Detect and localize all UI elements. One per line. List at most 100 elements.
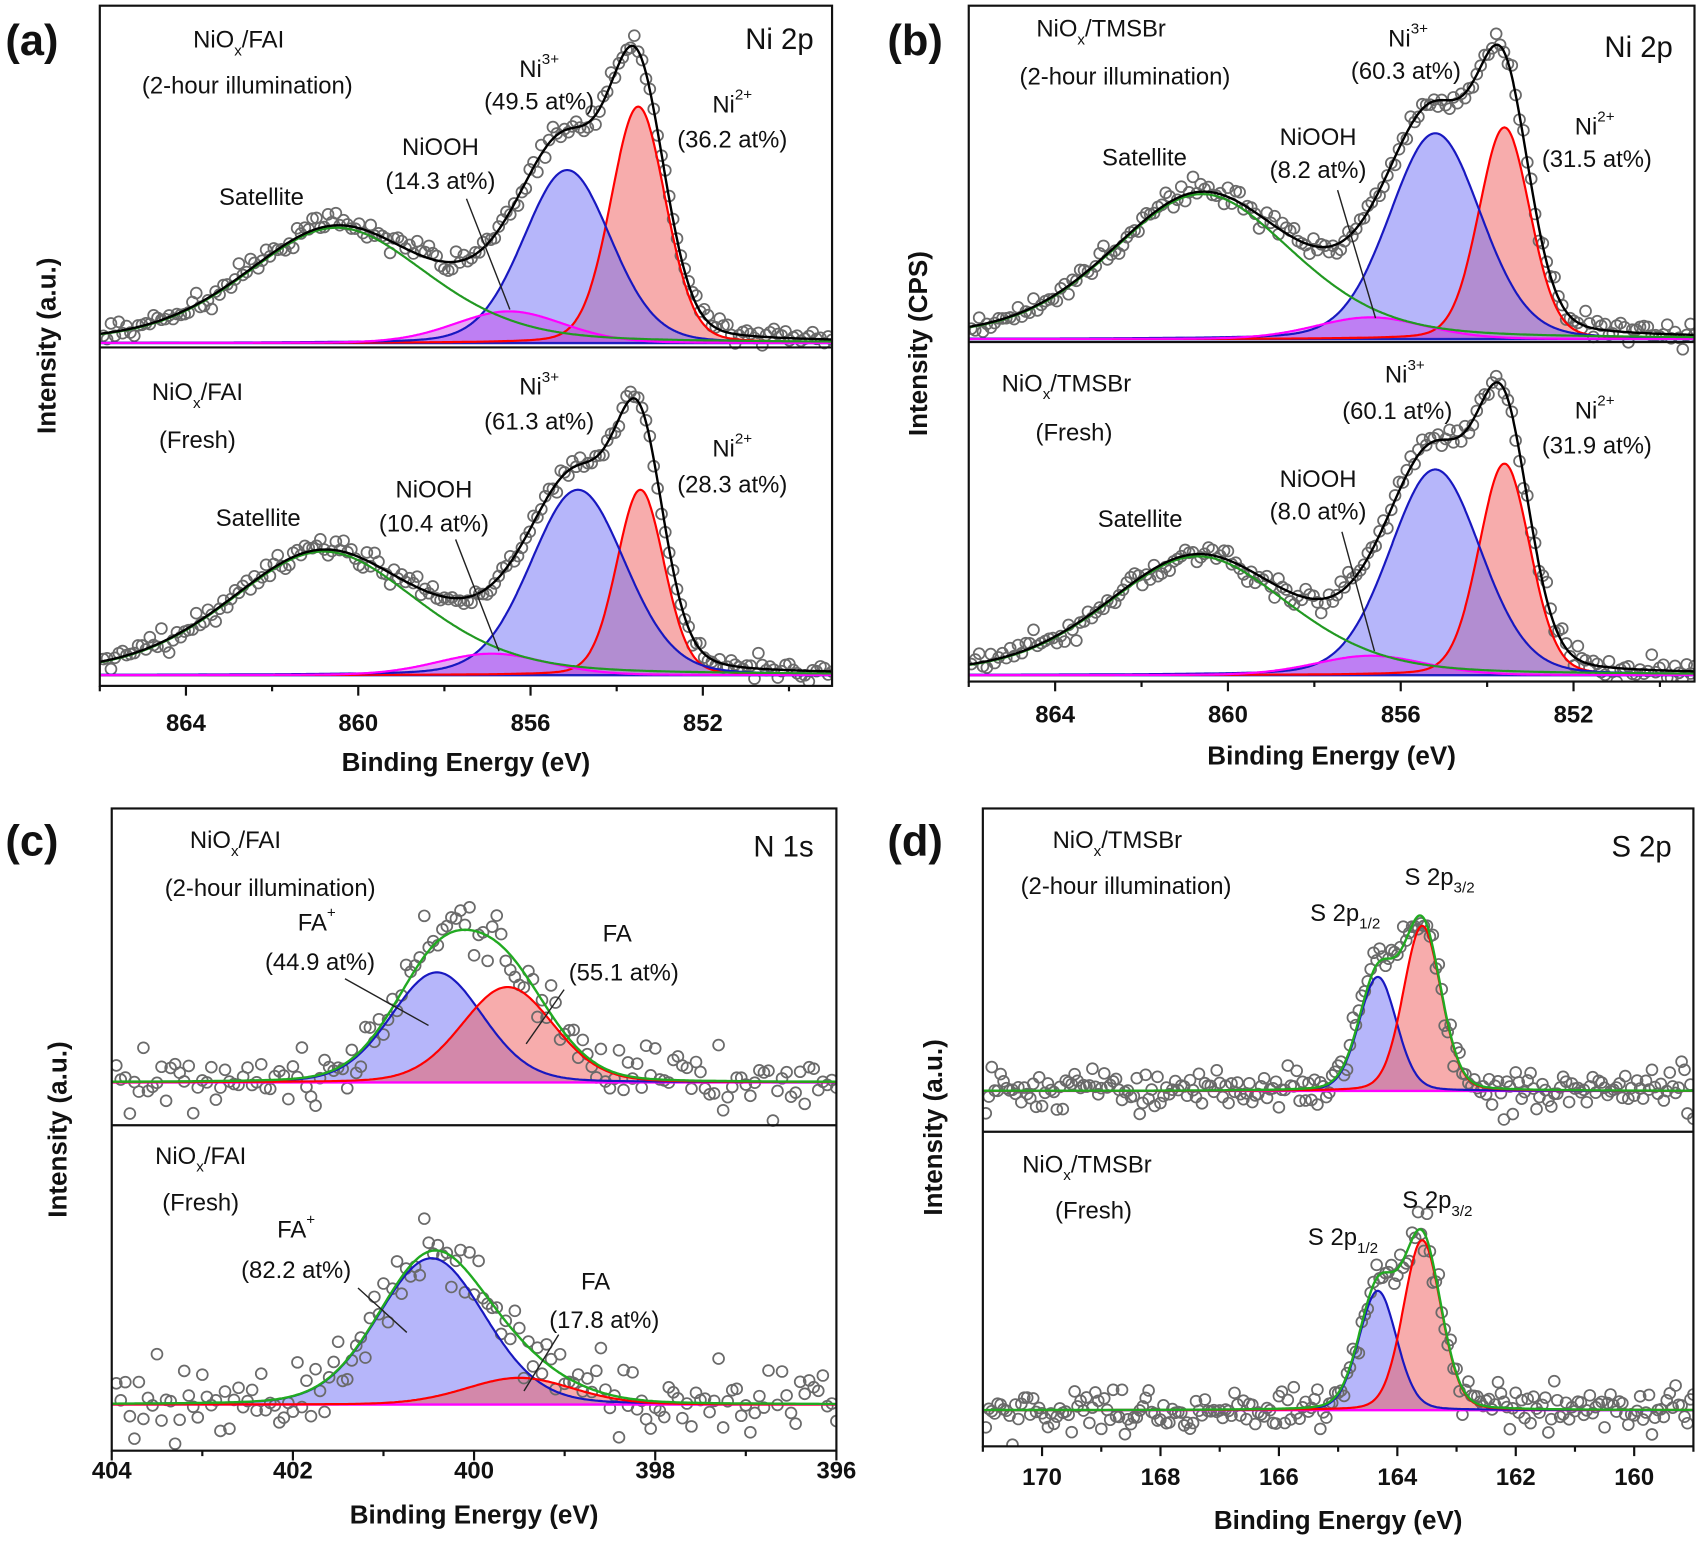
data-point bbox=[123, 1409, 137, 1423]
data-points bbox=[111, 901, 837, 1127]
text-segment: Satellite bbox=[216, 505, 301, 532]
data-point bbox=[1587, 654, 1600, 668]
data-point bbox=[1311, 596, 1324, 609]
component-fill bbox=[99, 489, 833, 676]
component-label: Ni3+ bbox=[519, 369, 559, 401]
data-point bbox=[544, 979, 558, 992]
atomic-percent-label: (31.5 at%) bbox=[1542, 146, 1652, 173]
condition-label: (2-hour illumination) bbox=[1021, 873, 1232, 900]
sample-label: NiOx/FAI bbox=[193, 27, 284, 59]
data-point bbox=[1234, 1087, 1247, 1101]
data-point bbox=[1545, 1412, 1558, 1426]
data-point bbox=[1616, 1091, 1629, 1105]
data-point bbox=[1202, 541, 1215, 554]
text-segment: S 2p bbox=[1402, 1188, 1451, 1215]
data-point bbox=[1494, 1387, 1508, 1400]
data-point bbox=[189, 606, 203, 620]
data-point bbox=[322, 1371, 336, 1384]
data-point bbox=[1174, 180, 1188, 193]
data-point bbox=[1669, 1379, 1682, 1392]
atomic-percent-label: (8.0 at%) bbox=[1270, 499, 1367, 526]
data-point bbox=[1542, 1426, 1555, 1439]
data-point bbox=[290, 222, 304, 235]
data-point bbox=[1242, 1076, 1256, 1090]
data-point bbox=[488, 577, 502, 590]
data-point bbox=[662, 1381, 676, 1394]
data-point bbox=[1660, 1394, 1674, 1407]
data-point bbox=[1663, 1066, 1677, 1079]
y-axis-title: Intensity (CPS) bbox=[903, 251, 933, 436]
data-point bbox=[143, 630, 157, 644]
data-point bbox=[255, 254, 269, 267]
text-segment: 2+ bbox=[735, 87, 752, 104]
data-point bbox=[1093, 247, 1106, 260]
data-point bbox=[1622, 1092, 1635, 1105]
data-point bbox=[1330, 247, 1344, 260]
text-segment: NiO bbox=[1022, 1152, 1063, 1179]
data-point bbox=[1163, 1087, 1176, 1101]
data-point bbox=[1089, 1080, 1102, 1094]
data-point bbox=[1169, 1406, 1182, 1420]
data-point bbox=[1065, 1425, 1078, 1439]
data-point bbox=[1299, 582, 1312, 596]
text-segment: Ni bbox=[519, 56, 542, 83]
data-point bbox=[1068, 1385, 1081, 1398]
data-point bbox=[999, 311, 1013, 325]
data-point bbox=[1160, 1081, 1173, 1094]
data-point bbox=[1384, 503, 1398, 517]
text-segment: /FAI bbox=[204, 1143, 246, 1170]
data-point bbox=[1257, 1071, 1271, 1085]
panel-letter: (b) bbox=[887, 17, 942, 65]
data-point bbox=[205, 1060, 218, 1074]
component-label: Ni2+ bbox=[1575, 108, 1615, 140]
data-point bbox=[1299, 1094, 1312, 1107]
condition-label: (Fresh) bbox=[159, 427, 236, 454]
data-point bbox=[1198, 1076, 1212, 1090]
data-point bbox=[1427, 431, 1441, 445]
data-point bbox=[492, 569, 505, 583]
data-point bbox=[1189, 1394, 1203, 1408]
data-points bbox=[982, 917, 1694, 1126]
leader-line bbox=[357, 1287, 408, 1333]
data-point bbox=[1029, 1405, 1043, 1419]
component-label: Satellite bbox=[219, 184, 304, 211]
text-segment: Ni bbox=[1575, 398, 1598, 425]
data-point bbox=[1041, 1420, 1055, 1434]
data-point bbox=[422, 1236, 436, 1250]
subplot-illuminated bbox=[968, 27, 1695, 356]
data-point bbox=[449, 594, 463, 608]
data-point bbox=[214, 1424, 227, 1438]
data-point bbox=[309, 1362, 322, 1376]
subplot-fresh bbox=[111, 1212, 837, 1451]
data-point bbox=[1524, 1066, 1537, 1080]
data-point bbox=[1293, 1094, 1306, 1108]
data-point bbox=[368, 1290, 381, 1304]
envelope-line bbox=[982, 1228, 1694, 1412]
data-point bbox=[155, 1060, 168, 1074]
subplot-illuminated bbox=[982, 914, 1694, 1126]
data-point bbox=[186, 1400, 200, 1414]
data-point bbox=[182, 1389, 196, 1402]
text-segment: x bbox=[196, 1159, 204, 1176]
data-point bbox=[1151, 569, 1165, 583]
data-point bbox=[1384, 156, 1398, 170]
data-point bbox=[304, 1409, 318, 1423]
data-point bbox=[544, 1352, 558, 1366]
data-point bbox=[1011, 638, 1025, 652]
data-point bbox=[1688, 659, 1695, 673]
data-point bbox=[1396, 131, 1410, 145]
data-point bbox=[99, 329, 110, 343]
data-point bbox=[359, 1020, 372, 1034]
data-point bbox=[111, 1059, 123, 1072]
data-point bbox=[621, 1056, 635, 1069]
data-point bbox=[1626, 323, 1639, 336]
data-point bbox=[1210, 1064, 1224, 1077]
data-point bbox=[1314, 606, 1328, 620]
data-point bbox=[1678, 1410, 1691, 1424]
data-point bbox=[1642, 1388, 1656, 1402]
text-segment: /TMSBr bbox=[1050, 371, 1131, 398]
data-point bbox=[196, 1368, 209, 1381]
text-segment: Satellite bbox=[219, 184, 304, 211]
data-point bbox=[685, 1420, 698, 1433]
data-point bbox=[767, 322, 781, 336]
